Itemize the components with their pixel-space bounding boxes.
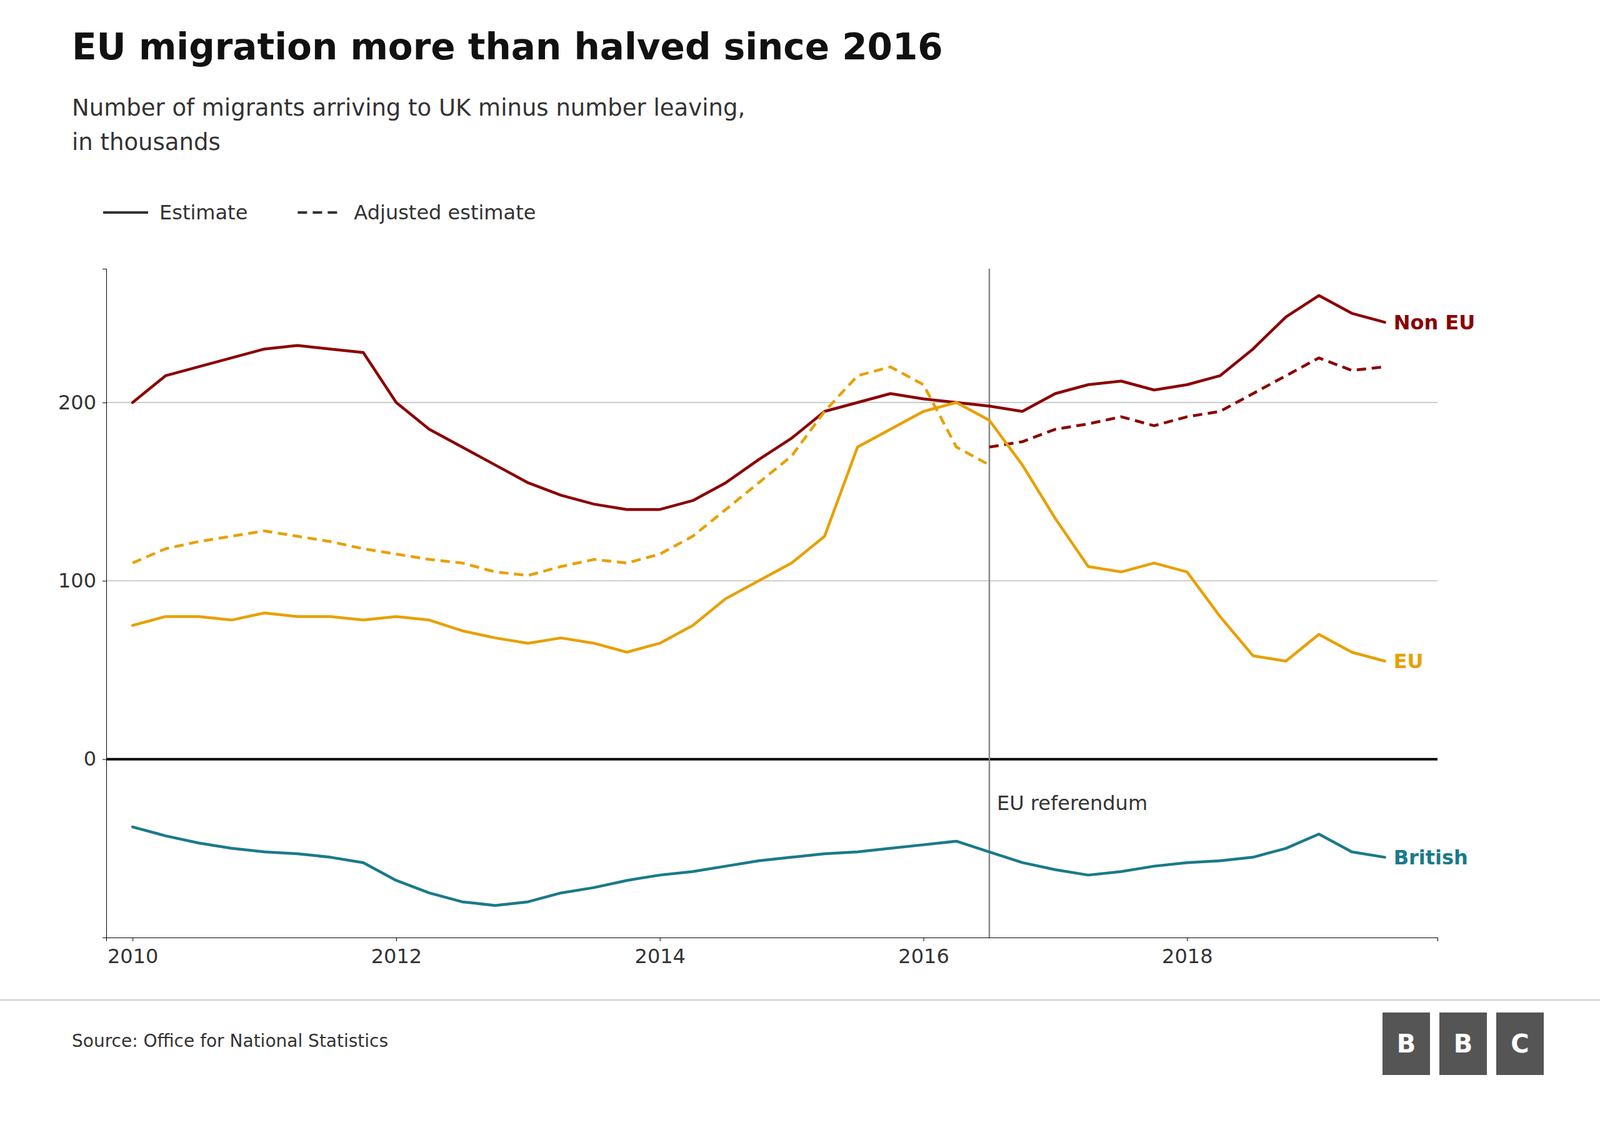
- series-line: [132, 402, 1385, 662]
- x-tick-mark: [132, 937, 134, 942]
- y-tick-label: 200: [58, 390, 97, 415]
- x-axis-line: [106, 938, 1439, 942]
- legend-label: Estimate: [159, 200, 248, 225]
- y-tick: 100: [58, 568, 107, 593]
- logo-letter: B: [1396, 1029, 1417, 1059]
- separator: [0, 999, 1600, 1001]
- legend-item: Adjusted estimate: [297, 200, 536, 225]
- y-tick-mark: [102, 580, 107, 582]
- legend-swatch: [103, 211, 149, 214]
- zero-line: [106, 758, 1438, 761]
- title: EU migration more than halved since 2016: [71, 25, 944, 69]
- y-tick-mark: [102, 759, 107, 760]
- logo: BBC: [1382, 1012, 1544, 1075]
- logo-letter: C: [1510, 1029, 1529, 1059]
- legend-item: Estimate: [103, 200, 248, 225]
- reference-line: [988, 268, 991, 938]
- x-tick-label: 2018: [1161, 944, 1213, 969]
- x-tick: 2014: [635, 937, 686, 969]
- x-tick-mark: [396, 937, 397, 942]
- subtitle: Number of migrants arriving to UK minus …: [71, 94, 745, 156]
- logo-box: [1382, 1012, 1430, 1075]
- series-line: [132, 366, 990, 576]
- y-axis-line: [102, 269, 107, 939]
- x-axis: 2010 2012 2014 2016 2018: [106, 937, 1439, 969]
- x-tick-mark: [660, 937, 661, 942]
- plot-area: 2010 2012 2014 2016 2018 0 100 200 EU referendum…: [58, 268, 1475, 969]
- legend-swatch: [297, 211, 343, 214]
- logo-box: [1439, 1012, 1487, 1075]
- source: Source: Office for National Statistics: [71, 1030, 389, 1052]
- series-label: British: [1393, 845, 1469, 870]
- grid: [106, 402, 1438, 760]
- y-tick-label: 100: [58, 568, 97, 593]
- x-tick: 2012: [371, 937, 422, 969]
- series-line: [132, 295, 1385, 510]
- subtitle-line: in thousands: [71, 128, 221, 156]
- legend: Estimate Adjusted estimate: [103, 200, 536, 225]
- x-tick: 2010: [107, 937, 159, 969]
- grid-line: [106, 580, 1438, 582]
- y-tick: 200: [58, 390, 107, 415]
- series-label: Non EU: [1393, 310, 1476, 335]
- y-tick-mark: [102, 402, 107, 404]
- series-line: [989, 358, 1385, 448]
- y-axis: 0 100 200: [58, 269, 107, 939]
- annotation: EU referendum: [996, 791, 1148, 815]
- x-tick-label: 2012: [371, 944, 422, 969]
- x-tick-mark: [1186, 937, 1188, 942]
- labels: EU referendum Non EU EU British: [996, 310, 1475, 870]
- x-tick-label: 2016: [898, 944, 949, 969]
- subtitle-line: Number of migrants arriving to UK minus …: [71, 94, 745, 122]
- x-tick-mark: [923, 937, 925, 942]
- series-label: EU: [1393, 649, 1424, 674]
- x-tick: 2018: [1161, 937, 1213, 969]
- chart: EU migration more than halved since 2016…: [0, 0, 1600, 1125]
- x-tick-label: 2010: [107, 944, 159, 969]
- data-layer: [132, 268, 1385, 938]
- y-tick: 0: [83, 746, 107, 771]
- logo-box: [1496, 1012, 1544, 1075]
- x-tick: 2016: [898, 937, 949, 969]
- series-line: [132, 826, 1385, 906]
- y-tick-label: 0: [83, 746, 97, 771]
- logo-letter: B: [1453, 1029, 1474, 1059]
- x-tick-label: 2014: [635, 944, 686, 969]
- legend-label: Adjusted estimate: [353, 200, 536, 225]
